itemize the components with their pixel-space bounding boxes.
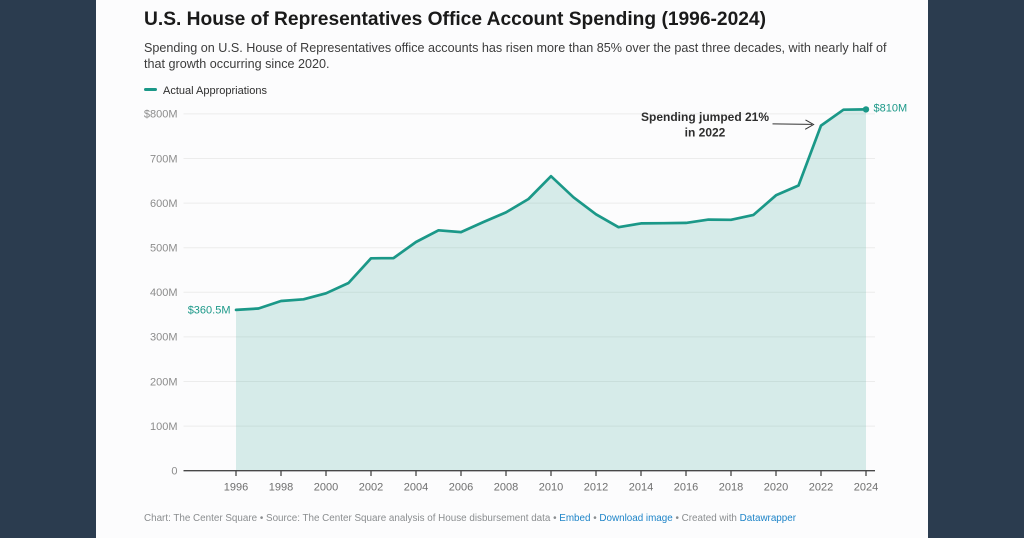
svg-text:$800M: $800M	[144, 109, 178, 121]
svg-text:$810M: $810M	[874, 103, 908, 115]
svg-text:in 2022: in 2022	[685, 126, 726, 140]
svg-text:2022: 2022	[809, 481, 833, 493]
svg-text:500M: 500M	[150, 243, 178, 255]
svg-text:1998: 1998	[269, 481, 293, 493]
svg-text:100M: 100M	[150, 421, 178, 433]
svg-text:2006: 2006	[449, 481, 473, 493]
svg-text:2004: 2004	[404, 481, 428, 493]
svg-text:200M: 200M	[150, 376, 178, 388]
svg-text:2000: 2000	[314, 481, 338, 493]
svg-text:2008: 2008	[494, 481, 518, 493]
svg-text:300M: 300M	[150, 332, 178, 344]
svg-text:$360.5M: $360.5M	[188, 304, 231, 316]
svg-text:Spending jumped 21%: Spending jumped 21%	[641, 110, 769, 124]
svg-text:2014: 2014	[629, 481, 653, 493]
svg-text:0: 0	[171, 466, 177, 478]
svg-text:2024: 2024	[854, 481, 878, 493]
svg-text:2020: 2020	[764, 481, 788, 493]
svg-text:400M: 400M	[150, 287, 178, 299]
svg-text:600M: 600M	[150, 198, 178, 210]
svg-text:1996: 1996	[224, 481, 248, 493]
svg-text:2012: 2012	[584, 481, 608, 493]
svg-text:700M: 700M	[150, 153, 178, 165]
svg-text:2018: 2018	[719, 481, 743, 493]
svg-text:2002: 2002	[359, 481, 383, 493]
svg-text:2016: 2016	[674, 481, 698, 493]
svg-text:2010: 2010	[539, 481, 563, 493]
